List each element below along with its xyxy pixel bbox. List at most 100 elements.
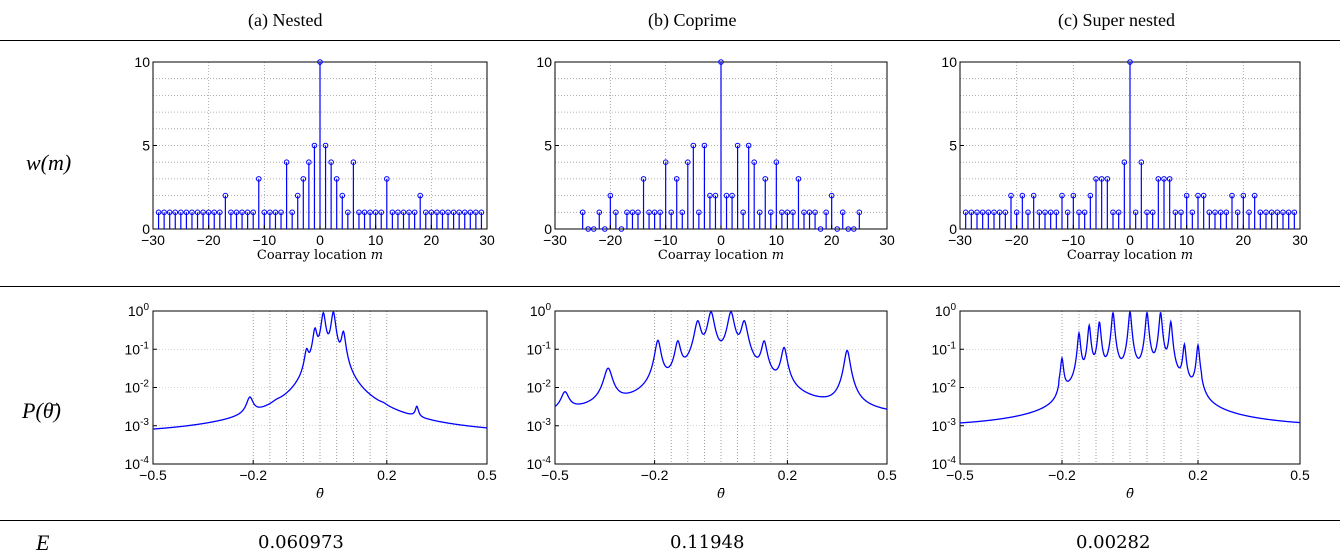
- y-tick-label: 10: [536, 54, 552, 70]
- stem-marker: [350, 159, 357, 165]
- stem-marker: [1121, 159, 1128, 165]
- stem-marker: [434, 209, 440, 216]
- stem-marker: [968, 209, 975, 216]
- stem-marker: [1042, 209, 1048, 216]
- x-tick-label: 20: [824, 232, 840, 248]
- stem-marker: [845, 226, 852, 232]
- stem-marker: [333, 176, 340, 182]
- stem-marker: [395, 209, 401, 216]
- x-tick-label: 30: [479, 232, 495, 248]
- x-tick-label: 0.5: [477, 467, 497, 483]
- stem-marker: [367, 209, 373, 216]
- stem-marker: [768, 209, 774, 216]
- x-axis-label: Coarray location m: [658, 248, 784, 263]
- stem-marker: [596, 209, 603, 216]
- stem-marker: [613, 209, 619, 216]
- stem-marker: [773, 159, 780, 165]
- row-label-weight: w(m): [26, 150, 72, 175]
- stem-marker: [1008, 192, 1014, 199]
- stem-marker: [590, 226, 597, 232]
- y-tick-label: 10-3: [125, 417, 150, 434]
- stem-marker: [1189, 209, 1196, 216]
- stem-marker: [991, 209, 997, 216]
- stem-marker: [801, 209, 807, 216]
- x-tick-label: −30: [141, 232, 165, 248]
- stem-marker: [1263, 209, 1269, 216]
- stem-marker: [1280, 209, 1286, 216]
- spectrum-plot-1: −0.5 −0.2 0.2 0.5 100 10-1 10-2 10-3 10-4 θ̄: [125, 302, 497, 502]
- stem-marker: [261, 209, 268, 216]
- stem-marker: [406, 209, 412, 216]
- stem-marker: [1166, 176, 1173, 182]
- stem-marker: [1172, 209, 1179, 216]
- stem-marker: [1059, 192, 1065, 199]
- y-tick-label: 10: [134, 54, 150, 70]
- stem-marker: [806, 209, 813, 216]
- y-tick-label: 10-1: [932, 340, 957, 357]
- panel-title-super-nested: (c) Super nested: [1058, 10, 1175, 30]
- panel-title-coprime: (b) Coprime: [648, 10, 737, 30]
- stem-marker: [178, 209, 184, 216]
- stem-marker: [985, 209, 992, 216]
- stem-marker: [607, 192, 614, 199]
- stem-marker: [300, 176, 307, 182]
- stem-marker: [1234, 209, 1241, 216]
- stem-marker: [585, 226, 592, 232]
- stem-marker: [996, 209, 1003, 216]
- stem-marker: [172, 209, 179, 216]
- y-tick-label: 0: [142, 221, 150, 237]
- stem-marker: [1036, 209, 1043, 216]
- stem-marker: [200, 209, 206, 216]
- stem-marker: [779, 209, 785, 216]
- x-axis-label: Coarray location m: [257, 248, 383, 263]
- stem-marker: [1127, 59, 1133, 65]
- stem-marker: [1155, 176, 1162, 182]
- middle-rule: [0, 286, 1340, 287]
- stem-marker: [1251, 192, 1258, 199]
- stem-marker: [629, 209, 636, 216]
- stem-marker: [1138, 159, 1145, 165]
- stem-marker: [828, 192, 835, 199]
- stem-marker: [624, 209, 630, 216]
- stem-marker: [1183, 192, 1190, 199]
- stem-marker: [1047, 209, 1054, 216]
- stem-marker: [679, 209, 686, 216]
- stem-marker: [417, 192, 424, 199]
- stem-marker: [790, 209, 796, 216]
- stem-marker: [851, 226, 857, 232]
- y-tick-label: 5: [142, 138, 150, 154]
- stem-marker: [1246, 209, 1252, 216]
- stem-marker: [696, 209, 702, 216]
- stem-marker: [272, 209, 279, 216]
- x-tick-label: −0.2: [239, 467, 267, 483]
- stem-marker: [834, 226, 841, 232]
- x-axis-label: Coarray location m: [1067, 248, 1193, 263]
- stem-marker: [646, 209, 652, 216]
- stem-marker: [673, 176, 680, 182]
- stem-marker: [1110, 209, 1116, 216]
- stem-marker: [239, 209, 245, 216]
- stem-marker: [205, 209, 212, 216]
- stem-marker: [979, 209, 986, 216]
- stem-marker: [461, 209, 468, 216]
- stem-marker: [795, 176, 802, 182]
- stem-marker: [384, 176, 390, 182]
- x-tick-label: 0: [316, 232, 324, 248]
- stem-marker: [602, 226, 608, 232]
- stem-marker: [740, 209, 746, 216]
- stem-marker: [839, 209, 846, 216]
- x-axis-label: θ̄: [316, 487, 324, 502]
- x-tick-label: −20: [197, 232, 221, 248]
- y-tick-label: 10-4: [527, 455, 552, 472]
- y-tick-label: 10: [941, 54, 957, 70]
- spectrum-curve: [554, 311, 888, 410]
- spectrum-curve: [152, 310, 488, 430]
- x-tick-label: 20: [1236, 232, 1252, 248]
- y-tick-label: 10-2: [527, 379, 552, 396]
- y-tick-label: 5: [949, 138, 957, 154]
- y-tick-label: 10-2: [932, 379, 957, 396]
- x-tick-label: −10: [654, 232, 678, 248]
- y-tick-label: 5: [544, 138, 552, 154]
